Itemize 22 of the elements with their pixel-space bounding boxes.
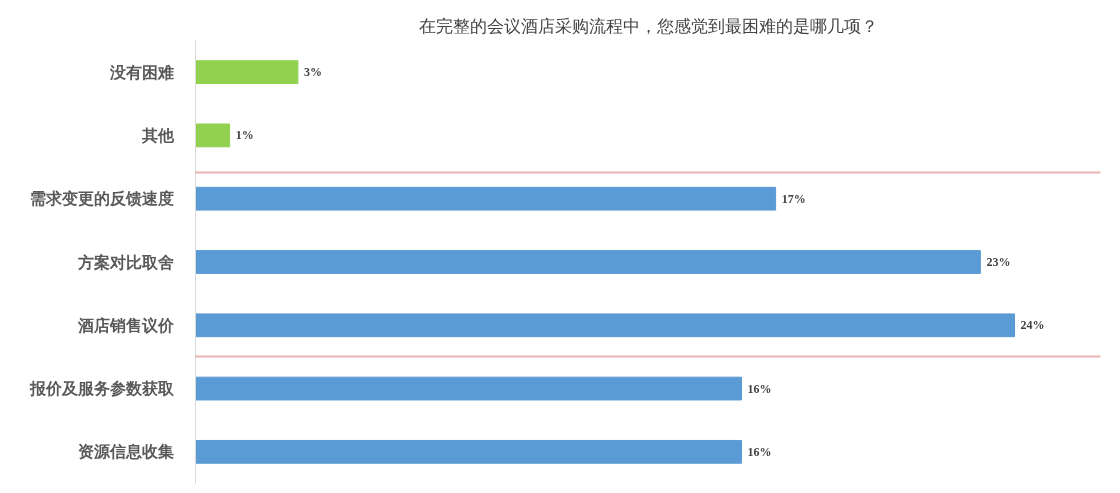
data-label: 1%	[235, 128, 254, 143]
bar	[195, 186, 777, 211]
data-label: 3%	[303, 65, 322, 80]
data-label: 24%	[1020, 318, 1045, 333]
y-tick-label: 需求变更的反馈速度	[29, 189, 174, 209]
y-tick-label: 方案对比取舍	[76, 252, 174, 272]
bar	[195, 313, 1015, 338]
data-label: 16%	[747, 444, 772, 459]
bar	[195, 250, 981, 274]
bar	[195, 376, 742, 401]
y-tick-label: 报价及服务参数获取	[28, 379, 175, 399]
bar	[195, 439, 742, 464]
data-label: 23%	[986, 255, 1011, 269]
data-label: 16%	[747, 381, 772, 396]
bar	[195, 123, 231, 148]
bar	[195, 60, 299, 85]
data-label: 17%	[781, 191, 806, 206]
y-tick-label: 没有困难	[108, 62, 174, 82]
chart-title: 在完整的会议酒店采购流程中，您感觉到最困难的是哪几项？	[418, 15, 878, 36]
y-tick-label: 资源信息收集	[77, 442, 174, 462]
y-tick-label: 酒店销售议价	[76, 315, 175, 335]
y-tick-label: 其他	[140, 125, 175, 145]
